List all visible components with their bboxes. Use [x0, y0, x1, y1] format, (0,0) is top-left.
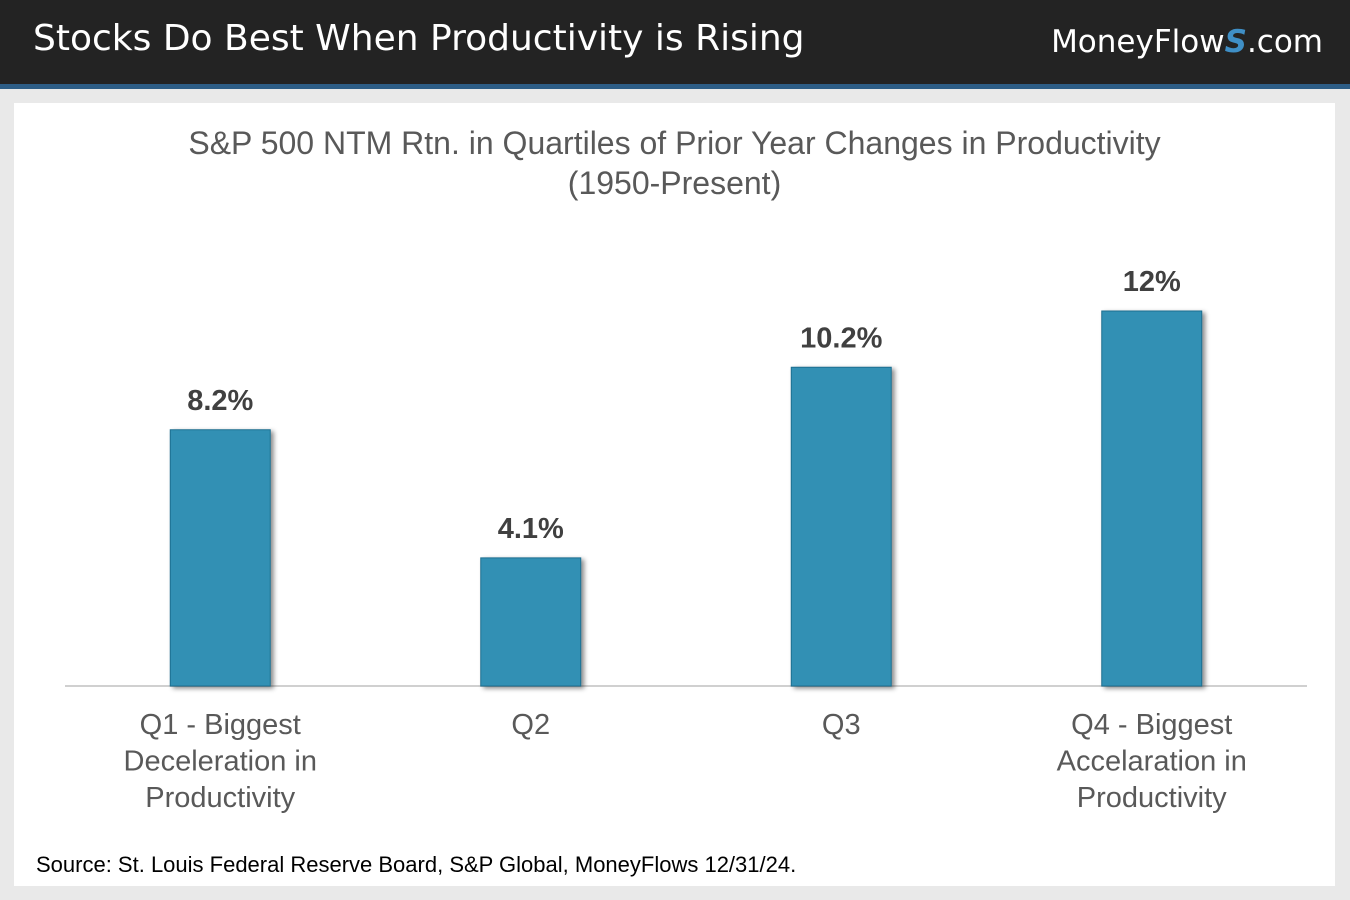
data-label-4: 12%	[1123, 266, 1181, 298]
source-note: Source: St. Louis Federal Reserve Board,…	[36, 852, 797, 877]
data-label-1: 8.2%	[187, 385, 253, 417]
category-label-3-line-1: Q3	[822, 709, 861, 741]
page-title: Stocks Do Best When Productivity is Risi…	[33, 18, 805, 59]
category-label-1-line-3: Productivity	[145, 782, 295, 814]
bar-4	[1101, 310, 1203, 687]
bar-3	[790, 366, 892, 687]
category-label-2-line-1: Q2	[511, 709, 550, 741]
bar-1	[169, 429, 271, 687]
brand-s-mark: S	[1224, 24, 1247, 60]
category-label-1-line-1: Q1 - Biggest	[140, 709, 301, 741]
chart-title: S&P 500 NTM Rtn. in Quartiles of Prior Y…	[14, 123, 1335, 203]
bar-2	[480, 557, 582, 687]
brand-prefix: MoneyFlow	[1051, 24, 1225, 60]
chart-title-line-1: S&P 500 NTM Rtn. in Quartiles of Prior Y…	[188, 125, 1161, 161]
brand-logo: MoneyFlowS.com	[1051, 24, 1323, 60]
category-label-4-line-2: Accelaration in	[1057, 746, 1247, 778]
data-label-2: 4.1%	[498, 513, 564, 545]
chart-title-line-2: (1950-Present)	[567, 165, 782, 201]
brand-suffix: .com	[1246, 24, 1323, 60]
category-label-4-line-3: Productivity	[1077, 782, 1227, 814]
data-label-3: 10.2%	[800, 322, 882, 354]
chart-panel: S&P 500 NTM Rtn. in Quartiles of Prior Y…	[14, 103, 1335, 886]
header-bar: Stocks Do Best When Productivity is Risi…	[0, 0, 1350, 84]
header-accent-line	[0, 84, 1350, 89]
bar-chart: 8.2% Q1 - Biggest Deceleration in Productiv…	[65, 266, 1307, 814]
category-label-4-line-1: Q4 - Biggest	[1071, 709, 1232, 741]
category-label-1-line-2: Deceleration in	[124, 746, 317, 778]
